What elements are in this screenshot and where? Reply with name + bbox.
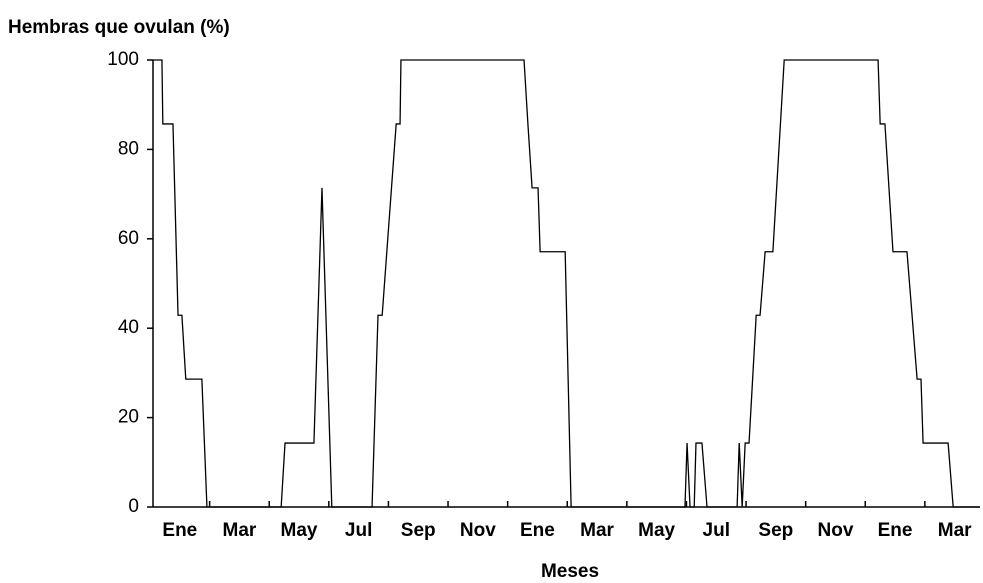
y-axis-title: Hembras que ovulan (%)	[8, 17, 230, 38]
y-tick-label: 60	[118, 228, 139, 249]
x-tick-label: Nov	[460, 520, 496, 541]
x-tick-label: Sep	[758, 520, 793, 541]
x-tick-label: Jul	[703, 520, 730, 541]
y-tick-label: 80	[118, 138, 139, 159]
x-tick-label: Mar	[580, 520, 614, 541]
data-line	[153, 59, 980, 508]
x-tick-label: Ene	[162, 520, 197, 541]
y-tick-label: 100	[107, 49, 139, 70]
x-tick-label: Jul	[345, 520, 372, 541]
x-tick-label: Ene	[520, 520, 555, 541]
x-tick-label: Nov	[818, 520, 854, 541]
x-tick-label: May	[281, 520, 318, 541]
x-tick-label: Ene	[878, 520, 913, 541]
y-tick-label: 20	[118, 407, 139, 428]
x-tick-label: Mar	[223, 520, 257, 541]
x-tick-label: Mar	[938, 520, 972, 541]
y-tick-label: 0	[128, 496, 139, 517]
x-tick-label: Sep	[401, 520, 436, 541]
x-axis-title: Meses	[541, 561, 599, 582]
x-tick-label: May	[638, 520, 675, 541]
y-tick-label: 40	[118, 317, 139, 338]
